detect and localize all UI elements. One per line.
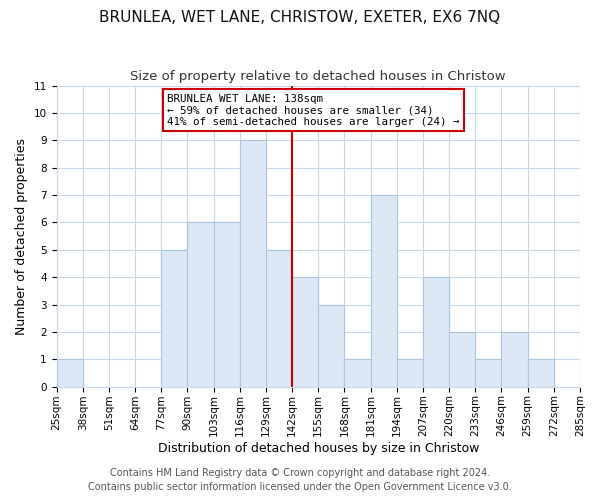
Bar xyxy=(475,360,502,386)
Bar xyxy=(423,277,449,386)
Bar xyxy=(371,195,397,386)
Bar xyxy=(344,360,371,386)
Bar xyxy=(214,222,240,386)
Title: Size of property relative to detached houses in Christow: Size of property relative to detached ho… xyxy=(130,70,506,83)
Bar xyxy=(318,304,344,386)
Y-axis label: Number of detached properties: Number of detached properties xyxy=(15,138,28,334)
Bar xyxy=(397,360,423,386)
Bar xyxy=(502,332,527,386)
Text: BRUNLEA, WET LANE, CHRISTOW, EXETER, EX6 7NQ: BRUNLEA, WET LANE, CHRISTOW, EXETER, EX6… xyxy=(100,10,500,25)
Bar xyxy=(187,222,214,386)
Bar xyxy=(580,360,600,386)
Bar xyxy=(161,250,187,386)
Bar xyxy=(56,360,83,386)
Text: BRUNLEA WET LANE: 138sqm
← 59% of detached houses are smaller (34)
41% of semi-d: BRUNLEA WET LANE: 138sqm ← 59% of detach… xyxy=(167,94,460,127)
Bar xyxy=(240,140,266,386)
Bar xyxy=(527,360,554,386)
X-axis label: Distribution of detached houses by size in Christow: Distribution of detached houses by size … xyxy=(158,442,479,455)
Bar xyxy=(449,332,475,386)
Text: Contains HM Land Registry data © Crown copyright and database right 2024.
Contai: Contains HM Land Registry data © Crown c… xyxy=(88,468,512,492)
Bar xyxy=(266,250,292,386)
Bar xyxy=(292,277,318,386)
